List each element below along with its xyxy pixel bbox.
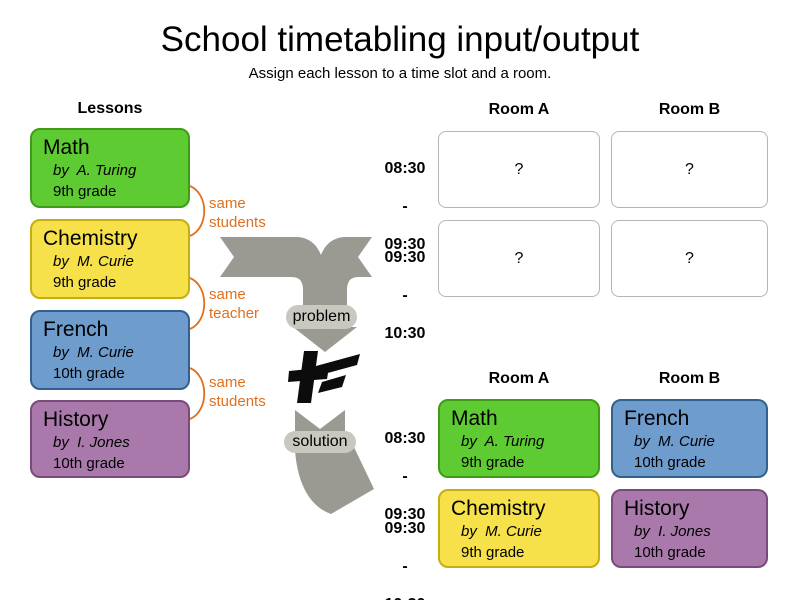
timeslot-dash: - bbox=[402, 558, 408, 575]
lesson-teacher: by A. Turing bbox=[53, 162, 137, 179]
problem-cell-room-a-slot-2: ? bbox=[438, 220, 600, 297]
lesson-card-chemistry: Chemistry by M. Curie 9th grade bbox=[30, 219, 190, 299]
lesson-subject: French bbox=[43, 318, 109, 341]
timeslot-start: 09:30 bbox=[384, 249, 426, 266]
lesson-grade: 10th grade bbox=[634, 454, 706, 471]
timeslot-start: 08:30 bbox=[384, 430, 426, 447]
lesson-card-math: Math by A. Turing 9th grade bbox=[30, 128, 190, 208]
lesson-subject: Chemistry bbox=[43, 227, 138, 250]
solution-pill: solution bbox=[284, 431, 356, 453]
timeslot-start: 09:30 bbox=[384, 520, 426, 537]
logo-crossbar bbox=[288, 367, 329, 382]
solution-card-math: Math by A. Turing 9th grade bbox=[438, 399, 600, 478]
timeslot-end: 09:30 bbox=[384, 236, 426, 253]
timeslot-dash: - bbox=[402, 198, 408, 215]
constraint-label-same-students-1: same students bbox=[209, 195, 266, 231]
lesson-teacher: by M. Curie bbox=[53, 253, 134, 270]
solution-arrow bbox=[295, 410, 374, 514]
lesson-teacher: by I. Jones bbox=[634, 523, 711, 540]
constraint-label-same-teacher: same teacher bbox=[209, 286, 260, 322]
problem-cell-room-b-slot-2: ? bbox=[611, 220, 768, 297]
timeslot-end: 10:30 bbox=[384, 325, 426, 342]
constraint-label-same-students-2: same students bbox=[209, 374, 266, 410]
page-subtitle: Assign each lesson to a time slot and a … bbox=[248, 65, 552, 82]
timeslot-dash: - bbox=[402, 468, 408, 485]
page-title: School timetabling input/output bbox=[160, 20, 640, 59]
lesson-grade: 9th grade bbox=[461, 454, 525, 471]
lesson-grade: 10th grade bbox=[53, 365, 125, 382]
lesson-teacher: by M. Curie bbox=[53, 344, 134, 361]
lesson-grade: 9th grade bbox=[53, 274, 117, 291]
lesson-subject: History bbox=[624, 497, 690, 520]
solution-card-french: French by M. Curie 10th grade bbox=[611, 399, 768, 478]
timeslot-end: 09:30 bbox=[384, 506, 426, 523]
lesson-subject: Math bbox=[451, 407, 498, 430]
logo-stem bbox=[297, 351, 318, 403]
timefold-logo-icon bbox=[288, 351, 360, 403]
timeslot-dash: - bbox=[402, 287, 408, 304]
constraint-bracket-teacher bbox=[189, 277, 205, 330]
problem-timeslot-1: 08:30 - 09:30 bbox=[377, 140, 433, 273]
problem-timeslot-2: 09:30 - 10:30 bbox=[377, 229, 433, 362]
timeslot-start: 08:30 bbox=[384, 160, 426, 177]
problem-cell-room-b-slot-1: ? bbox=[611, 131, 768, 208]
lesson-subject: Chemistry bbox=[451, 497, 546, 520]
solution-room-a-header: Room A bbox=[488, 370, 550, 387]
lesson-subject: French bbox=[624, 407, 690, 430]
lesson-card-french: French by M. Curie 10th grade bbox=[30, 310, 190, 390]
lesson-subject: History bbox=[43, 408, 109, 431]
lesson-grade: 9th grade bbox=[53, 183, 117, 200]
solution-timeslot-2: 09:30 - 10:30 bbox=[377, 500, 433, 600]
logo-flag-stripe-bottom bbox=[318, 375, 346, 393]
lessons-header: Lessons bbox=[77, 100, 143, 117]
lesson-teacher: by M. Curie bbox=[634, 433, 715, 450]
solution-timeslot-1: 08:30 - 09:30 bbox=[377, 410, 433, 543]
lesson-grade: 10th grade bbox=[53, 455, 125, 472]
problem-room-b-header: Room B bbox=[658, 101, 721, 118]
solution-card-history: History by I. Jones 10th grade bbox=[611, 489, 768, 568]
lesson-teacher: by I. Jones bbox=[53, 434, 130, 451]
solution-room-b-header: Room B bbox=[658, 370, 721, 387]
problem-pill: problem bbox=[286, 305, 357, 329]
lesson-grade: 9th grade bbox=[461, 544, 525, 561]
timeslot-end: 10:30 bbox=[377, 595, 433, 600]
problem-cell-room-a-slot-1: ? bbox=[438, 131, 600, 208]
lesson-teacher: by M. Curie bbox=[461, 523, 542, 540]
constraint-bracket-students-2 bbox=[189, 367, 205, 420]
constraint-bracket-students-1 bbox=[189, 185, 205, 237]
logo-flag-stripe-top bbox=[313, 354, 360, 377]
solution-card-chemistry: Chemistry by M. Curie 9th grade bbox=[438, 489, 600, 568]
problem-room-a-header: Room A bbox=[488, 101, 550, 118]
lesson-subject: Math bbox=[43, 136, 90, 159]
lesson-grade: 10th grade bbox=[634, 544, 706, 561]
lesson-teacher: by A. Turing bbox=[461, 433, 545, 450]
lesson-card-history: History by I. Jones 10th grade bbox=[30, 400, 190, 478]
